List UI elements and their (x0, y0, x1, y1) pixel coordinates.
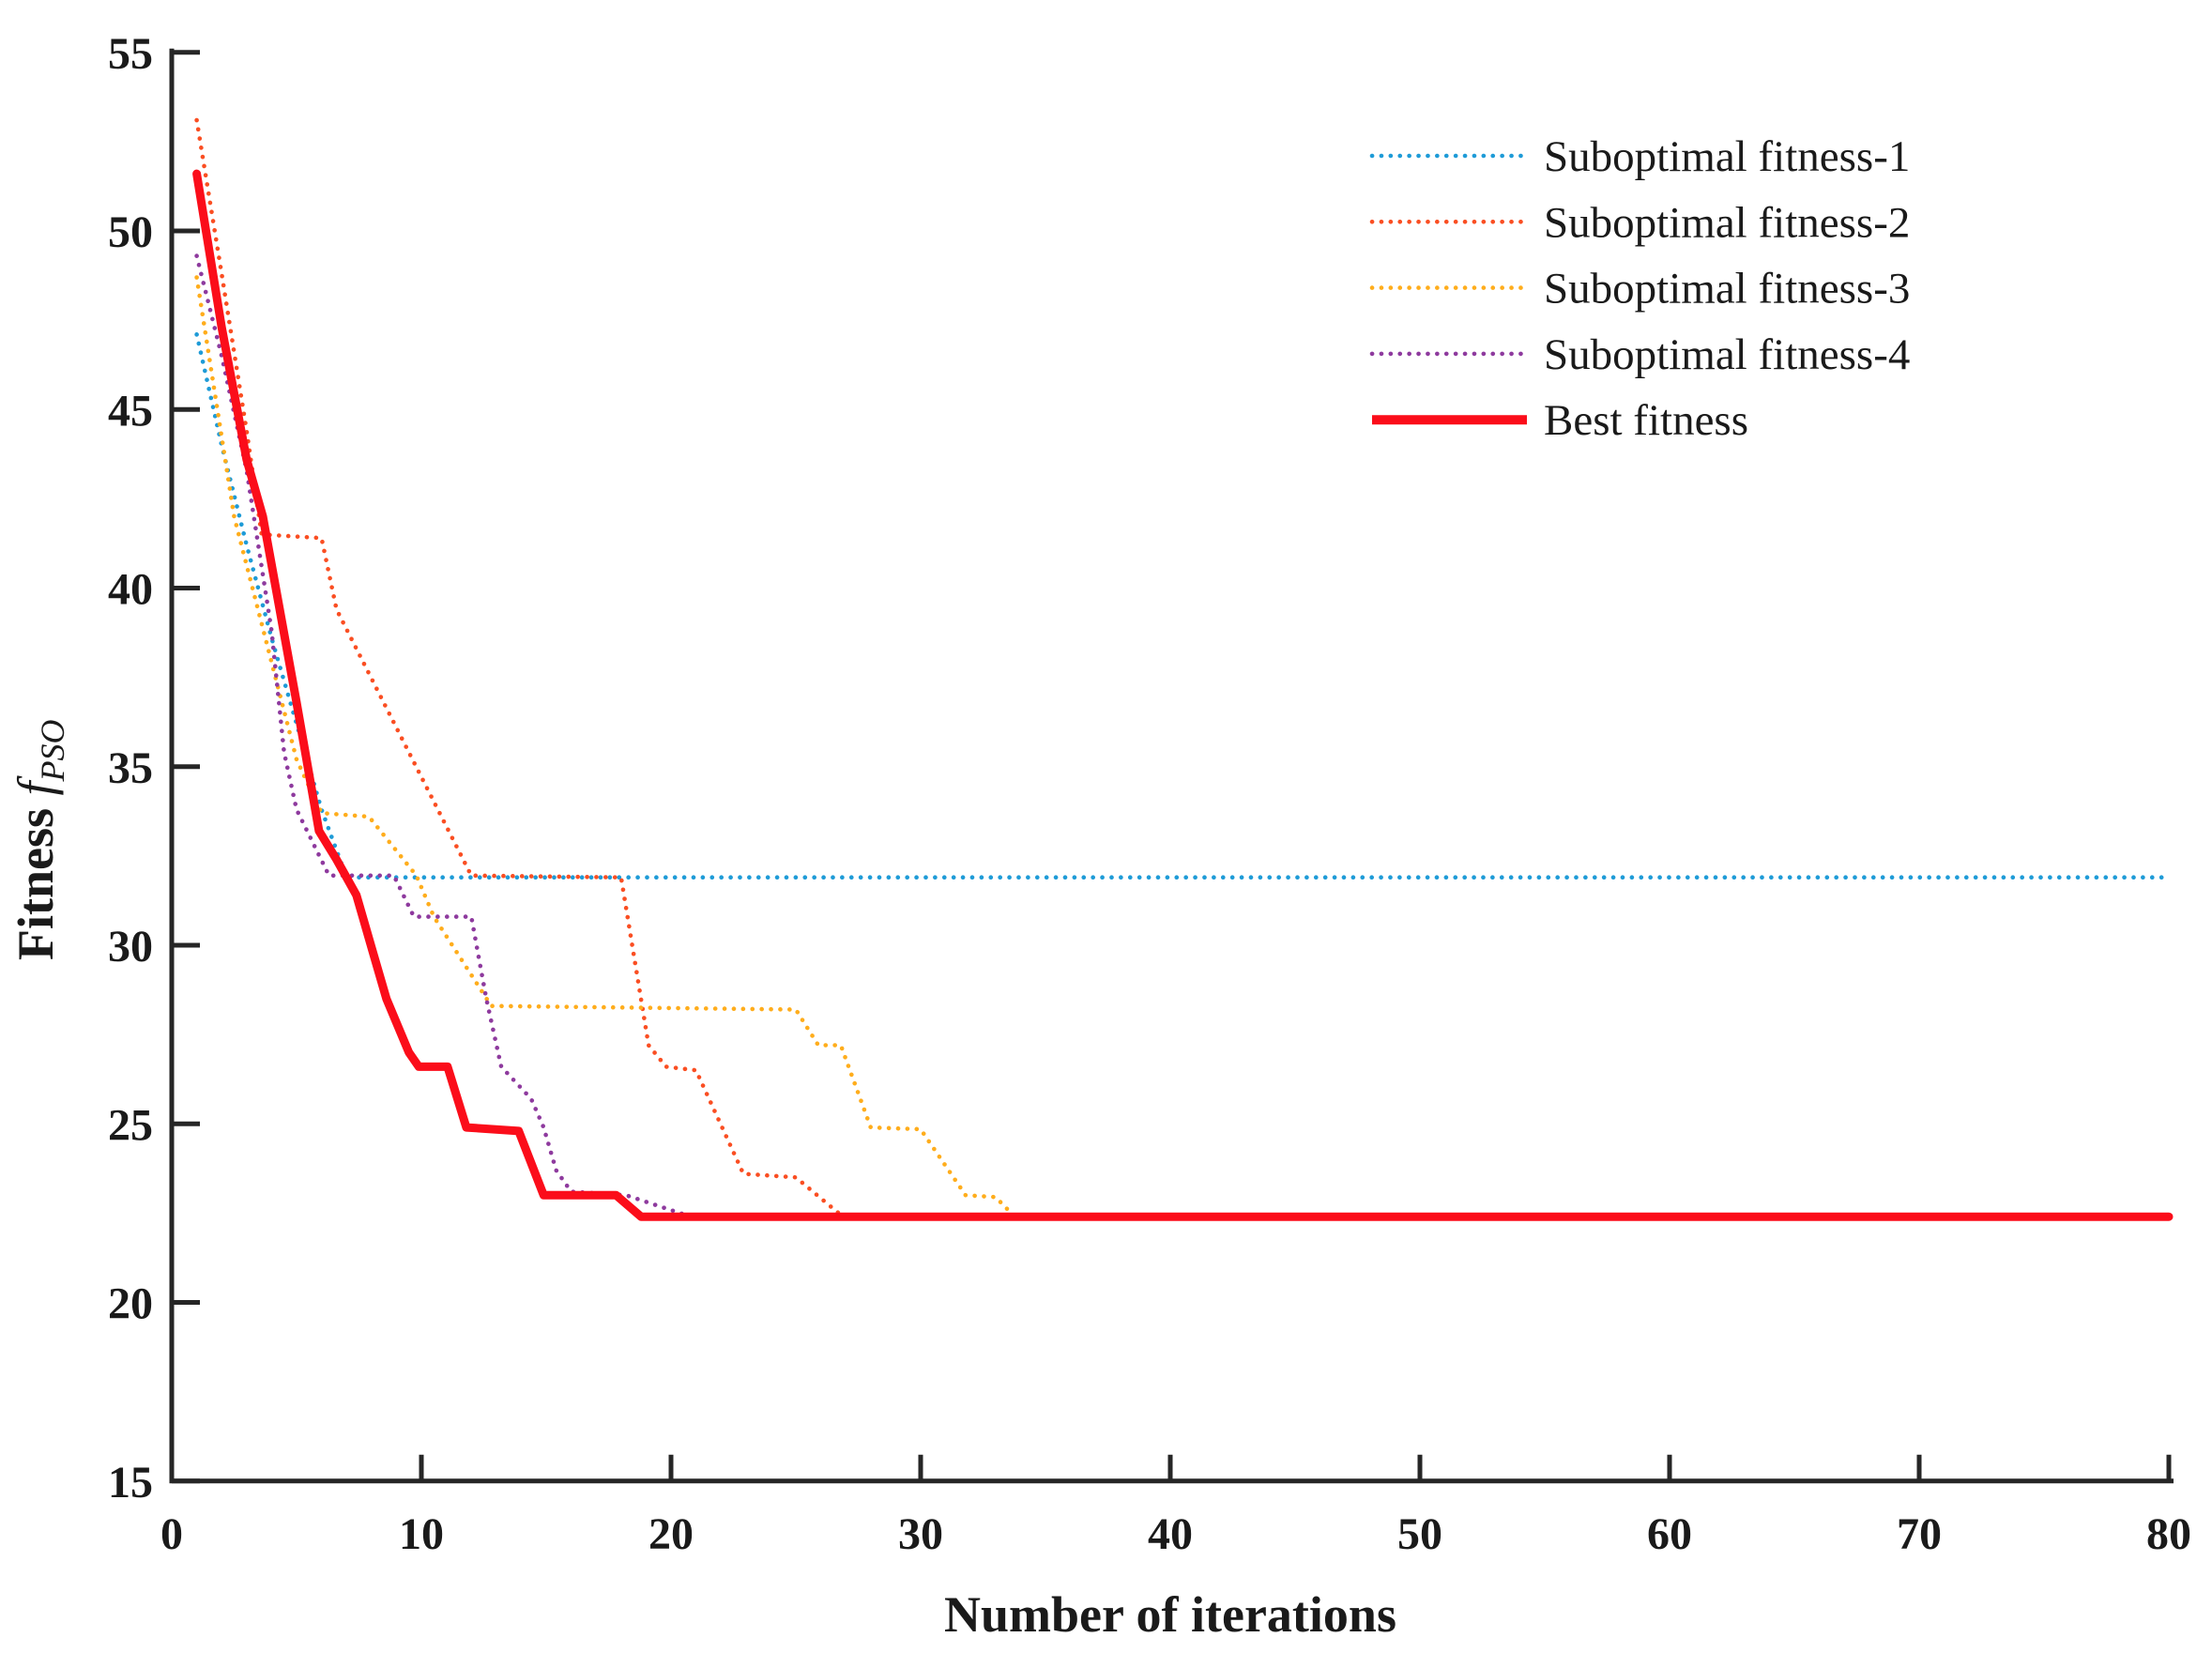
legend-item: Suboptimal fitness-1 (1369, 132, 1910, 181)
legend-label: Suboptimal fitness-1 (1544, 132, 1910, 181)
legend-label: Suboptimal fitness-2 (1544, 198, 1910, 247)
x-axis-title: Number of iterations (944, 1586, 1396, 1643)
x-tick-label: 10 (399, 1509, 444, 1559)
y-tick-label: 20 (108, 1279, 153, 1329)
series-best-fitness (192, 169, 2174, 1221)
legend-label: Suboptimal fitness-4 (1544, 330, 1910, 379)
legend-label: Best fitness (1544, 396, 1748, 445)
legend-item: Suboptimal fitness-2 (1369, 198, 1910, 247)
series-group (192, 117, 2174, 1221)
x-tick-label: 20 (648, 1509, 694, 1559)
y-tick-label: 15 (108, 1458, 153, 1508)
x-tick-label: 70 (1897, 1509, 1942, 1559)
y-tick-label: 50 (108, 207, 153, 257)
y-tick-label: 45 (108, 386, 153, 436)
series-suboptimal-fitness-3 (194, 275, 2172, 1219)
y-tick-label: 35 (108, 743, 153, 793)
legend-label: Suboptimal fitness-3 (1544, 265, 1910, 314)
legend-item: Suboptimal fitness-3 (1369, 265, 1910, 314)
y-axis-title: Fitness fPSO (8, 719, 71, 960)
y-tick-label: 25 (108, 1100, 153, 1150)
series-suboptimal-fitness-2 (194, 117, 2172, 1219)
y-tick-label: 30 (108, 922, 153, 972)
legend: Suboptimal fitness-1 Suboptimal fitness-2… (1369, 132, 1910, 445)
legend-item: Best fitness (1372, 396, 1748, 445)
x-tick-label: 50 (1397, 1509, 1442, 1559)
y-tick-label: 40 (108, 565, 153, 615)
x-tick-label: 0 (160, 1509, 183, 1559)
series-suboptimal-fitness-1 (194, 331, 2172, 880)
x-tick-label: 30 (898, 1509, 943, 1559)
x-tick-label: 80 (2146, 1509, 2191, 1559)
x-tick-label: 60 (1647, 1509, 1692, 1559)
series-suboptimal-fitness-4 (194, 253, 2172, 1219)
y-tick-label: 55 (108, 29, 153, 79)
legend-item: Suboptimal fitness-4 (1369, 330, 1910, 379)
x-tick-label: 40 (1148, 1509, 1193, 1559)
axes (169, 48, 2174, 1484)
